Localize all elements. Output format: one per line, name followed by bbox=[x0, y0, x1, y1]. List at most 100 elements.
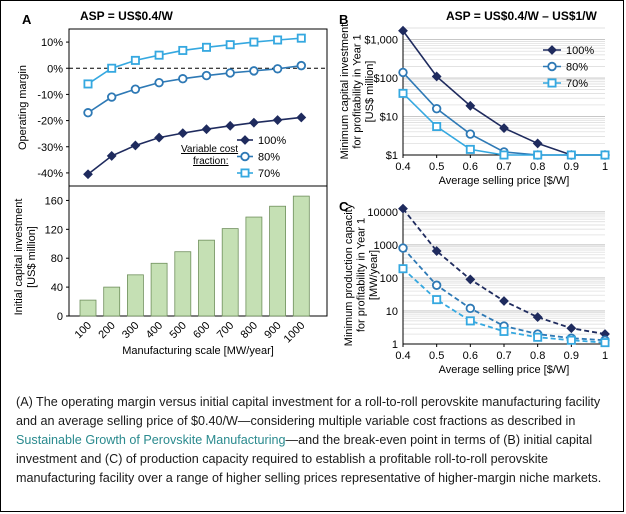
data-point bbox=[225, 120, 236, 131]
legend-marker bbox=[240, 168, 250, 178]
data-point bbox=[83, 79, 93, 89]
data-point bbox=[499, 326, 509, 336]
x-tick-label: 200 bbox=[96, 320, 117, 341]
y-tick-label: -40% bbox=[37, 168, 63, 180]
data-point bbox=[566, 335, 576, 345]
data-point bbox=[465, 100, 476, 111]
data-point bbox=[533, 150, 543, 160]
y-axis-label-line1: Initial capital investment bbox=[13, 199, 25, 316]
data-point bbox=[532, 312, 543, 323]
legend-marker bbox=[240, 151, 250, 162]
panel-b-asp-label: ASP = US$0.4/W – US$1/W bbox=[446, 9, 598, 23]
data-point bbox=[465, 316, 475, 326]
data-point bbox=[398, 203, 408, 214]
x-tick-label: 1000 bbox=[282, 320, 308, 346]
legend-marker bbox=[547, 45, 557, 55]
y-tick-label: 0 bbox=[57, 311, 63, 323]
data-point bbox=[201, 42, 211, 52]
legend-marker bbox=[240, 135, 250, 145]
y-tick-label: 80 bbox=[51, 253, 63, 265]
y-tick-label: 10 bbox=[386, 306, 398, 318]
y-tick-label: 1 bbox=[392, 339, 398, 351]
y-tick-label: 40 bbox=[51, 282, 63, 294]
y-tick-label: -20% bbox=[37, 116, 63, 128]
x-tick-label: 1 bbox=[602, 161, 608, 173]
x-tick-label: 0.5 bbox=[429, 161, 444, 173]
data-point bbox=[600, 150, 610, 160]
data-point bbox=[398, 67, 408, 78]
data-point bbox=[272, 64, 283, 74]
data-point bbox=[154, 77, 164, 88]
panel-b-letter: B bbox=[339, 12, 348, 27]
data-point bbox=[249, 66, 259, 76]
min-capital-investment-chart: $1,000 $100 $10 $10.4 0.5 0.6 0.7 0.8 0.9 1 Averag… bbox=[339, 24, 610, 187]
operating-margin-chart: 10% 0% -10% -20% -30% -40% Operating margin 100… bbox=[17, 33, 327, 180]
data-point bbox=[154, 50, 164, 60]
data-point bbox=[431, 246, 442, 256]
data-point bbox=[225, 68, 235, 78]
data-point bbox=[296, 60, 306, 71]
data-point bbox=[296, 33, 306, 43]
x-tick-label: 0.8 bbox=[530, 161, 545, 173]
data-point bbox=[178, 45, 188, 55]
y-axis-label-line: for profitability in Year 1 bbox=[352, 34, 364, 148]
bar bbox=[198, 239, 215, 317]
data-point bbox=[499, 123, 509, 134]
data-point bbox=[431, 71, 442, 82]
capital-investment-bar-chart: 0 40 80 120 160 100 200 300 400 500 600 700 800 90010… bbox=[13, 195, 310, 357]
legend-title-line2: fraction: bbox=[193, 156, 229, 167]
x-tick-label: 0.5 bbox=[429, 350, 444, 362]
y-tick-label: $10 bbox=[380, 112, 398, 124]
figure-caption: (A) The operating margin versus initial … bbox=[16, 393, 612, 488]
legend-label: 80% bbox=[258, 152, 280, 164]
x-tick-label: 800 bbox=[239, 320, 260, 341]
figure: A B C ASP = US$0.4/W ASP = US$0.4/W – US… bbox=[13, 9, 610, 376]
data-point bbox=[398, 25, 408, 36]
x-axis-label: Manufacturing scale [MW/year] bbox=[122, 345, 274, 357]
x-tick-label: 0.9 bbox=[564, 350, 579, 362]
y-axis-label-line: Minimum production capacity bbox=[343, 203, 355, 346]
x-tick-label: 0.4 bbox=[395, 350, 410, 362]
x-tick-label: 0.7 bbox=[496, 350, 511, 362]
x-tick-label: 900 bbox=[262, 320, 283, 341]
y-tick-label: 120 bbox=[45, 224, 63, 236]
bar bbox=[292, 195, 310, 317]
data-point bbox=[248, 117, 259, 128]
data-point bbox=[431, 103, 442, 114]
x-tick-label: 0.4 bbox=[395, 161, 410, 173]
bar bbox=[174, 251, 192, 317]
x-axis-label: Average selling price [$/W] bbox=[439, 364, 570, 376]
data-point bbox=[465, 129, 476, 139]
data-point bbox=[532, 138, 543, 149]
data-point bbox=[83, 108, 93, 118]
bar bbox=[103, 286, 121, 317]
panel-a-letter: A bbox=[22, 12, 32, 27]
panel-a-asp-label: ASP = US$0.4/W bbox=[80, 9, 173, 23]
data-point bbox=[154, 132, 165, 143]
data-point bbox=[432, 122, 442, 132]
y-tick-label: 10% bbox=[41, 37, 63, 49]
y-tick-label: 10000 bbox=[367, 207, 398, 219]
data-point bbox=[465, 303, 476, 314]
caption-link[interactable]: Sustainable Growth of Perovskite Manufac… bbox=[16, 433, 286, 447]
data-point bbox=[201, 70, 212, 81]
x-tick-label: 0.6 bbox=[463, 350, 478, 362]
series-line-70% bbox=[87, 37, 302, 85]
data-point bbox=[432, 295, 442, 305]
y-axis-label: Operating margin bbox=[17, 65, 29, 150]
data-point bbox=[398, 243, 408, 253]
data-point bbox=[431, 280, 442, 290]
y-tick-label: -10% bbox=[37, 89, 63, 101]
x-tick-label: 300 bbox=[120, 320, 141, 341]
bar bbox=[79, 299, 97, 317]
y-axis-label-line: for profitability in Year 1 bbox=[356, 218, 368, 332]
y-axis-label-line2: [US$ million] bbox=[26, 226, 38, 288]
y-tick-label: 160 bbox=[45, 195, 63, 207]
x-tick-label: 1 bbox=[602, 350, 608, 362]
bar bbox=[127, 274, 144, 317]
series-line-100% bbox=[87, 116, 302, 175]
caption-text-2: —and the break-even point in terms of (B… bbox=[16, 433, 602, 485]
x-tick-label: 100 bbox=[73, 320, 94, 341]
legend-label: 70% bbox=[566, 78, 588, 90]
